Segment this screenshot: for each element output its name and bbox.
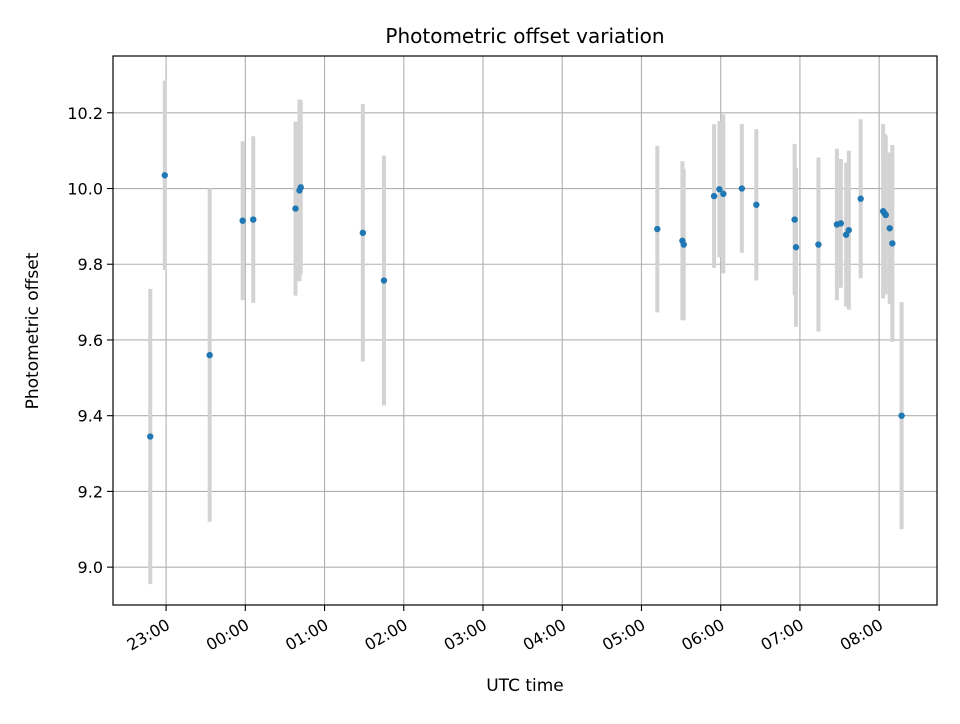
- y-tick-label: 10.2: [67, 104, 103, 123]
- point-layer: [147, 172, 905, 440]
- x-tick-label: 23:00: [124, 615, 173, 655]
- x-tick-label: 08:00: [837, 615, 886, 655]
- data-point: [654, 225, 661, 233]
- data-point: [738, 185, 746, 192]
- data-point: [792, 244, 800, 251]
- x-tick-label: 06:00: [678, 615, 727, 655]
- plot-frame: [112, 55, 938, 606]
- data-point: [845, 226, 852, 234]
- data-point: [791, 216, 798, 223]
- x-axis-label: UTC time: [486, 676, 564, 696]
- data-point: [716, 186, 723, 193]
- data-point: [380, 277, 388, 284]
- y-tick-label: 9.8: [78, 255, 103, 274]
- data-point: [147, 433, 154, 440]
- y-tick-label: 9.2: [78, 482, 103, 501]
- x-tick-label: 00:00: [203, 615, 252, 655]
- data-point: [239, 217, 246, 224]
- data-point: [720, 190, 727, 198]
- data-point: [250, 216, 257, 223]
- data-point: [680, 241, 687, 248]
- x-tick-label: 07:00: [757, 615, 806, 655]
- data-point: [710, 192, 718, 200]
- data-point: [882, 211, 889, 219]
- x-tick-label: 04:00: [520, 615, 569, 655]
- data-point: [889, 240, 896, 247]
- y-tick-label: 9.4: [78, 407, 103, 426]
- y-tick-label: 9.0: [78, 558, 103, 577]
- data-point: [815, 241, 822, 248]
- data-point: [886, 225, 893, 232]
- data-point: [359, 229, 367, 237]
- data-point: [161, 172, 168, 179]
- data-point: [753, 201, 760, 208]
- data-point: [898, 412, 905, 419]
- x-tick-label: 02:00: [361, 615, 410, 655]
- data-point: [837, 220, 845, 227]
- data-point: [857, 195, 864, 202]
- errorbar-layer: [148, 80, 904, 585]
- y-axis-label: Photometric offset: [23, 252, 43, 409]
- chart-title: Photometric offset variation: [385, 24, 664, 48]
- grid-layer: [113, 56, 937, 605]
- tick-layer: 23:00 00:00 01:00 02:00 03:00 04:00 05:00 06:00…: [67, 104, 886, 655]
- x-tick-label: 03:00: [441, 615, 490, 655]
- data-point: [206, 351, 213, 359]
- x-tick-label: 05:00: [599, 615, 648, 655]
- y-tick-label: 10.0: [67, 180, 103, 199]
- data-point: [297, 184, 304, 191]
- y-tick-label: 9.6: [78, 331, 103, 350]
- x-tick-label: 01:00: [282, 615, 331, 655]
- data-point: [292, 205, 299, 212]
